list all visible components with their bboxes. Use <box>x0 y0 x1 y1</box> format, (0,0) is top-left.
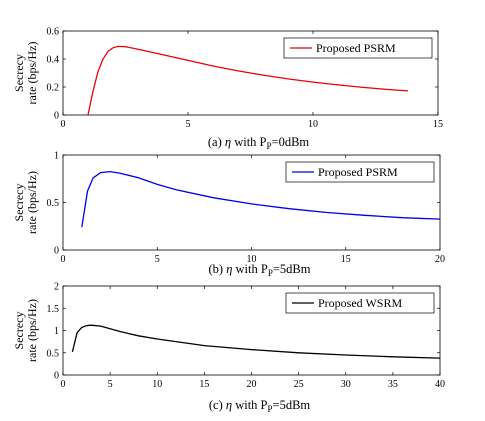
y-tick-label: 1 <box>54 151 59 162</box>
x-tick-label: 10 <box>308 119 318 130</box>
caption-eta: η <box>226 262 232 276</box>
y-tick-label: 0.6 <box>47 27 60 38</box>
x-tick-label: 20 <box>247 379 257 390</box>
caption-subscript: P <box>267 141 272 151</box>
x-tick-label: 0 <box>61 379 66 390</box>
x-tick-label: 0 <box>61 254 66 265</box>
y-axis-label-line1: Secrecy <box>12 312 26 350</box>
caption-subscript: P <box>268 404 273 414</box>
y-axis-label-line2: rate (bps/Hz) <box>25 299 39 362</box>
x-tick-label: 10 <box>247 254 257 265</box>
y-tick-label: 0 <box>54 246 59 257</box>
caption-subscript: P <box>268 268 273 278</box>
series-line <box>71 324 441 359</box>
x-tick-label: 25 <box>294 379 304 390</box>
caption-with: with P <box>232 398 267 412</box>
x-tick-label: 5 <box>186 119 191 130</box>
x-tick-label: 15 <box>341 254 351 265</box>
caption-value: =0dBm <box>272 135 310 149</box>
caption-with: with P <box>231 135 266 149</box>
series-line <box>87 45 409 116</box>
y-axis-label: Secrecyrate (bps/Hz) <box>12 171 39 234</box>
series-line <box>81 170 441 228</box>
caption-eta: η <box>226 398 232 412</box>
caption-eta: η <box>225 135 231 149</box>
x-tick-label: 40 <box>435 379 445 390</box>
plot-area-frame <box>62 30 439 116</box>
y-tick-label: 0.2 <box>47 83 60 94</box>
caption-prefix: (a) <box>208 135 225 149</box>
x-tick-label: 30 <box>341 379 351 390</box>
chart-panel-2: 0 5 10 15 20 25 30 35 40 0 0.5 1 1.5 2 Secrecyrate (bp… <box>12 282 445 415</box>
panel-caption: (a) η with PP=0dBm <box>208 135 310 151</box>
chart-panel-0: 0 5 10 15 0 0.2 0.4 0.6 Secrecyrate (bps/Hz) Prop… <box>12 27 443 152</box>
caption-value: =5dBm <box>273 262 311 276</box>
x-tick-label: 15 <box>433 119 443 130</box>
y-tick-label: 1 <box>54 326 59 337</box>
y-tick-label: 0 <box>54 111 59 122</box>
legend-entry: Proposed PSRM <box>318 165 398 179</box>
caption-with: with P <box>232 262 267 276</box>
y-tick-label: 0.4 <box>47 55 60 66</box>
y-tick-label: 0.5 <box>47 348 60 359</box>
panel-caption: (b) η with PP=5dBm <box>209 262 311 278</box>
x-tick-label: 10 <box>152 379 162 390</box>
y-axis-label-line2: rate (bps/Hz) <box>25 171 39 234</box>
legend-box <box>285 292 435 314</box>
y-tick-label: 2 <box>54 282 59 293</box>
y-tick-label: 0 <box>54 371 59 382</box>
caption-value: =5dBm <box>273 398 311 412</box>
x-tick-label: 5 <box>108 379 113 390</box>
y-tick-label: 0.5 <box>47 198 60 209</box>
legend-box <box>283 37 433 59</box>
y-tick-label: 1.5 <box>47 304 60 315</box>
legend-entry: Proposed PSRM <box>316 41 396 55</box>
chart-panel-1: 0 5 10 15 20 0 0.5 1 Secrecyrate (bps/Hz) Propose… <box>12 151 445 279</box>
y-axis-label-line2: rate (bps/Hz) <box>25 42 39 105</box>
y-axis-label-line1: Secrecy <box>12 54 26 92</box>
caption-prefix: (c) <box>209 398 226 412</box>
legend-entry: Proposed WSRM <box>318 296 402 310</box>
y-axis-label: Secrecyrate (bps/Hz) <box>12 299 39 362</box>
panel-caption: (c) η with PP=5dBm <box>209 398 311 414</box>
x-tick-label: 20 <box>435 254 445 265</box>
caption-prefix: (b) <box>209 262 227 276</box>
x-tick-label: 5 <box>155 254 160 265</box>
x-tick-label: 0 <box>61 119 66 130</box>
y-axis-label-line1: Secrecy <box>12 184 26 222</box>
legend-box <box>285 161 435 183</box>
y-axis-label: Secrecyrate (bps/Hz) <box>12 42 39 105</box>
x-tick-label: 15 <box>199 379 209 390</box>
x-tick-label: 35 <box>388 379 398 390</box>
